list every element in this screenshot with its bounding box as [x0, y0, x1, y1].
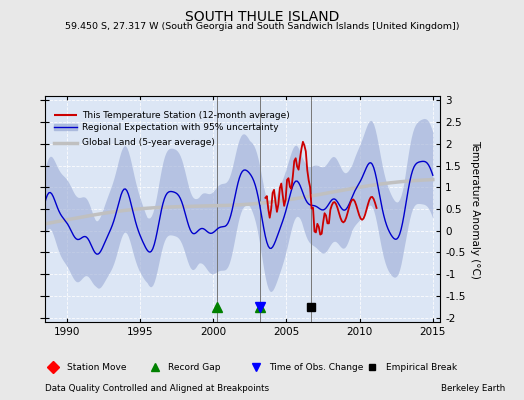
Text: Data Quality Controlled and Aligned at Breakpoints: Data Quality Controlled and Aligned at B…	[45, 384, 269, 393]
Text: Berkeley Earth: Berkeley Earth	[441, 384, 506, 393]
Text: This Temperature Station (12-month average): This Temperature Station (12-month avera…	[82, 111, 289, 120]
Text: Station Move: Station Move	[67, 362, 126, 372]
Text: SOUTH THULE ISLAND: SOUTH THULE ISLAND	[185, 10, 339, 24]
Text: Global Land (5-year average): Global Land (5-year average)	[82, 138, 215, 147]
Y-axis label: Temperature Anomaly (°C): Temperature Anomaly (°C)	[470, 140, 479, 278]
Text: 59.450 S, 27.317 W (South Georgia and South Sandwich Islands [United Kingdom]): 59.450 S, 27.317 W (South Georgia and So…	[65, 22, 459, 31]
Text: Regional Expectation with 95% uncertainty: Regional Expectation with 95% uncertaint…	[82, 123, 278, 132]
Text: Time of Obs. Change: Time of Obs. Change	[269, 362, 364, 372]
Text: Empirical Break: Empirical Break	[386, 362, 457, 372]
Text: Record Gap: Record Gap	[168, 362, 220, 372]
